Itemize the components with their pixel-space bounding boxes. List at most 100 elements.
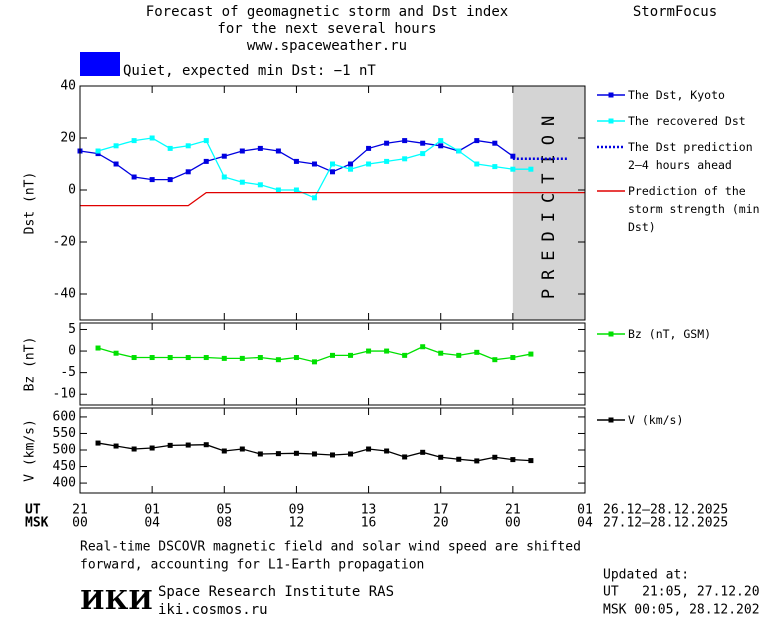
x-tick-label: 05 [216,503,232,518]
point [293,158,299,164]
point [113,350,119,356]
point [203,355,209,361]
point [167,145,173,151]
point [438,350,444,356]
point [149,135,155,141]
point [275,357,281,363]
y-tick-label: 0 [68,344,76,359]
point [203,138,209,144]
point [528,166,534,172]
updated-title: Updated at: [603,568,689,583]
x-tick-label: 20 [433,516,449,531]
point [510,166,516,172]
point [384,158,390,164]
x-tick-label: 04 [577,516,593,531]
point [203,442,209,448]
point [420,344,426,350]
y-tick-label: 40 [60,79,76,94]
y-tick-label: -40 [53,287,76,302]
point [275,451,281,457]
subtitle: for the next several hours [217,21,436,37]
point [95,345,101,351]
point [366,348,372,354]
point [384,448,390,454]
point [492,164,498,170]
x-tick-label: 00 [72,516,88,531]
point [311,451,317,457]
point [293,450,299,456]
site: iki.cosmos.ru [158,602,268,618]
note: forward, accounting for L1-Earth propaga… [80,558,424,573]
x-tick-label: 12 [289,516,305,531]
y-axis-label: Bz (nT) [23,337,38,392]
x-tick-label: 16 [361,516,377,531]
point [348,352,354,358]
point [474,138,480,144]
x-tick-label: 04 [144,516,160,531]
point [420,151,426,157]
point [149,355,155,361]
point [492,454,498,460]
y-tick-label: 400 [53,476,76,491]
brand: StormFocus [633,4,717,20]
point [456,456,462,462]
legend-marker [608,331,614,337]
point [131,174,137,180]
point [95,151,101,157]
point [167,355,173,361]
legend-marker [608,118,614,124]
point [474,161,480,167]
legend-label: Prediction of the storm strength (min Ds… [628,184,760,234]
point [348,451,354,457]
point [239,446,245,452]
x-tick-label: 09 [289,503,305,518]
point [456,352,462,358]
point [330,452,335,458]
point [311,195,317,201]
point [239,355,245,361]
point [438,454,444,460]
point [275,187,281,193]
institute: Space Research Institute RAS [158,584,394,600]
prediction-label: PREDICTION [539,107,559,299]
point [366,161,372,167]
time-row-dates: 27.12–28.12.2025 [603,516,728,531]
point [149,177,155,183]
point [149,445,155,451]
point [528,351,534,357]
series-line [80,191,585,207]
point [131,138,137,144]
point [131,446,137,452]
point [474,458,480,464]
legend-marker [608,417,614,423]
point [402,352,408,358]
point [311,161,317,167]
title: Forecast of geomagnetic storm and Dst in… [146,4,508,20]
point [257,182,263,188]
point [185,442,191,448]
x-tick-label: 13 [361,503,377,518]
y-tick-label: -20 [53,235,76,250]
point [492,357,498,363]
point [203,158,209,164]
point [384,140,390,146]
point [221,355,227,361]
point [257,451,263,457]
point [257,145,263,151]
point [185,169,191,175]
x-tick-label: 00 [505,516,521,531]
point [438,143,444,149]
y-tick-label: -10 [53,387,76,402]
y-tick-label: -5 [60,365,76,380]
site-url: www.spaceweather.ru [247,38,407,54]
point [510,355,516,361]
point [330,352,335,358]
point [113,443,119,449]
y-tick-label: 20 [60,131,76,146]
x-tick-label: 08 [216,516,232,531]
point [510,457,516,463]
x-tick-label: 21 [72,503,88,518]
updated-msk: MSK 00:05, 28.12.2025 [603,603,760,618]
